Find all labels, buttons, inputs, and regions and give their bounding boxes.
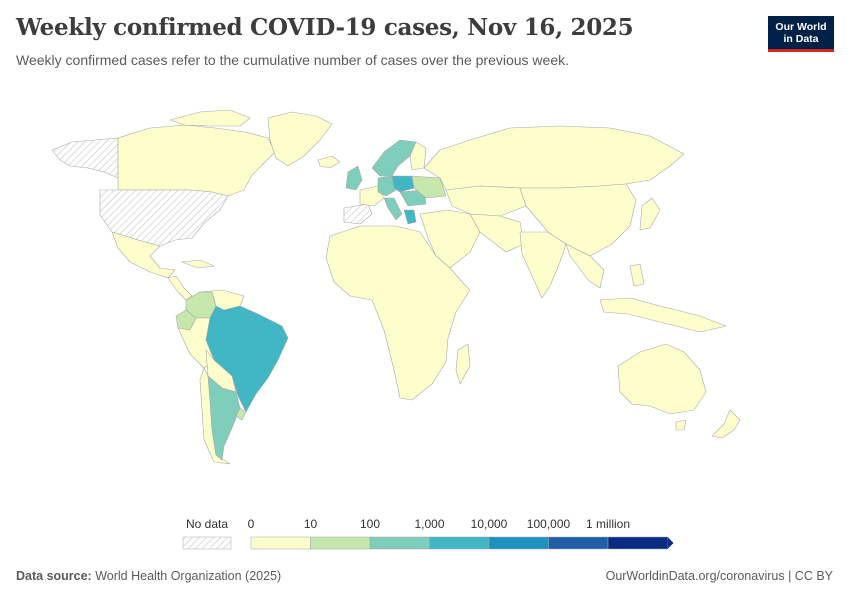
data-source: Data source: World Health Organization (… bbox=[16, 569, 281, 583]
legend-bin-5[interactable] bbox=[548, 536, 609, 550]
legend-bin-1[interactable] bbox=[310, 536, 371, 550]
region-mexico[interactable] bbox=[111, 231, 176, 279]
legend-arrow-tip bbox=[667, 537, 674, 549]
region-madagascar[interactable] bbox=[455, 343, 471, 385]
region-india[interactable] bbox=[519, 231, 567, 299]
region-greenland[interactable] bbox=[267, 111, 333, 167]
region-iceland[interactable] bbox=[317, 155, 341, 169]
color-legend: No data 0 10 100 1,000 10,000 100,000 1 millio… bbox=[182, 517, 674, 550]
legend-tick-label: 10 bbox=[304, 517, 318, 531]
region-germany[interactable] bbox=[377, 175, 397, 197]
region-africa[interactable] bbox=[325, 225, 471, 401]
legend-tick-label: 10,000 bbox=[471, 517, 508, 531]
owid-logo[interactable]: Our World in Data bbox=[768, 16, 834, 52]
legend-bin-2[interactable] bbox=[369, 536, 430, 550]
region-central-america[interactable] bbox=[167, 275, 193, 301]
region-greece[interactable] bbox=[403, 209, 417, 225]
region-ukraine[interactable] bbox=[411, 175, 447, 199]
logo-line-1: Our World bbox=[775, 21, 827, 33]
region-middle-east[interactable] bbox=[419, 209, 481, 269]
legend-bin-0[interactable] bbox=[250, 536, 311, 550]
region-poland[interactable] bbox=[391, 175, 415, 193]
region-romania[interactable] bbox=[399, 189, 427, 207]
region-japan[interactable] bbox=[639, 197, 661, 231]
region-australia[interactable] bbox=[617, 343, 707, 415]
region-philippines[interactable] bbox=[629, 263, 645, 287]
credit-link[interactable]: OurWorldinData.org/coronavirus | CC BY bbox=[605, 569, 833, 583]
region-indonesia[interactable] bbox=[599, 297, 727, 333]
legend-tick-label: 100 bbox=[360, 517, 380, 531]
world-map bbox=[51, 109, 741, 465]
data-source-label: Data source: bbox=[16, 569, 92, 583]
region-uruguay[interactable] bbox=[235, 407, 247, 421]
region-spain[interactable] bbox=[343, 203, 373, 225]
data-source-text[interactable]: World Health Organization (2025) bbox=[95, 569, 282, 583]
region-finland[interactable] bbox=[409, 141, 427, 171]
region-tasmania[interactable] bbox=[675, 419, 687, 431]
chart-subtitle: Weekly confirmed cases refer to the cumu… bbox=[16, 52, 569, 68]
region-canada[interactable] bbox=[117, 124, 276, 197]
region-united-kingdom[interactable] bbox=[345, 165, 363, 191]
legend-no-data-label: No data bbox=[186, 517, 228, 531]
legend-bin-4[interactable] bbox=[488, 536, 549, 550]
region-canada-islands[interactable] bbox=[169, 109, 251, 127]
region-china[interactable] bbox=[519, 183, 637, 257]
legend-tick-label: 1,000 bbox=[414, 517, 444, 531]
region-cuba[interactable] bbox=[181, 259, 215, 269]
region-alaska[interactable] bbox=[51, 137, 119, 179]
legend-bin-3[interactable] bbox=[429, 536, 490, 550]
legend-tick-label: 100,000 bbox=[527, 517, 571, 531]
region-russia[interactable] bbox=[423, 125, 685, 191]
legend-bin-6[interactable] bbox=[607, 536, 668, 550]
region-argentina[interactable] bbox=[207, 375, 241, 461]
legend-no-data-swatch[interactable] bbox=[182, 536, 232, 550]
region-italy[interactable] bbox=[383, 197, 403, 221]
chart-title: Weekly confirmed COVID-19 cases, Nov 16,… bbox=[16, 14, 634, 41]
region-central-asia[interactable] bbox=[445, 185, 527, 217]
region-sweden-norway[interactable] bbox=[371, 139, 417, 177]
legend-tick-label: 0 bbox=[248, 517, 255, 531]
region-new-zealand[interactable] bbox=[711, 409, 741, 439]
legend-tick-label: 1 million bbox=[586, 517, 630, 531]
region-southeast-asia[interactable] bbox=[565, 243, 605, 289]
logo-line-2: in Data bbox=[783, 33, 819, 45]
